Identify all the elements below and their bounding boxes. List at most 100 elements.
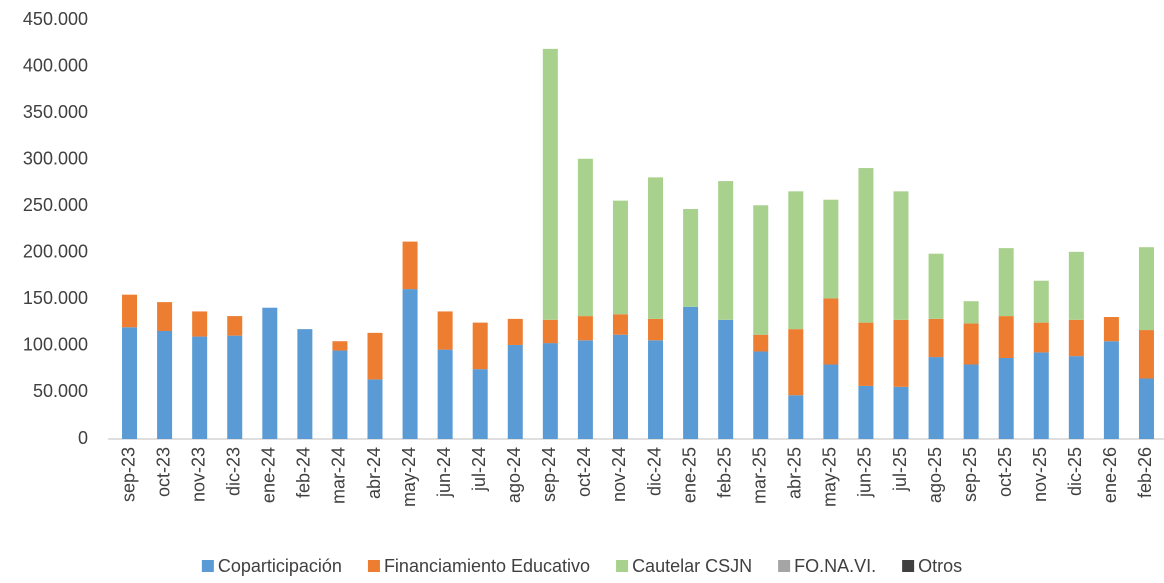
bar-segment [823, 199, 839, 299]
x-tick-label: mar-25 [749, 447, 769, 504]
bar-segment [1068, 319, 1084, 357]
x-tick-label: ago-24 [504, 447, 524, 503]
bar-segment [928, 253, 944, 319]
bar-segment [963, 301, 979, 324]
bar-segment [122, 327, 138, 439]
legend-label: Coparticipación [218, 556, 342, 576]
x-tick-label: nov-23 [188, 447, 208, 502]
legend-label: FO.NA.VI. [794, 556, 876, 576]
bar-segment [507, 344, 523, 439]
bar-segment [823, 364, 839, 439]
x-tick-label: ene-25 [679, 447, 699, 503]
bar-segment [683, 306, 699, 439]
bar-segment [1138, 378, 1154, 439]
x-tick-label: oct-25 [995, 447, 1015, 497]
x-tick-label: may-24 [399, 447, 419, 507]
bar-segment [332, 350, 348, 439]
x-tick-label: mar-24 [329, 447, 349, 504]
bar-segment [718, 181, 734, 320]
bar-segment [297, 329, 313, 439]
x-tick-label: feb-25 [714, 447, 734, 498]
bar-segment [332, 341, 348, 351]
bar-segment [192, 311, 208, 337]
bar-segment [227, 335, 243, 439]
bar-segment [753, 351, 769, 439]
bar-segment [788, 395, 804, 439]
bar-segment [788, 191, 804, 330]
y-tick-label: 450.000 [23, 9, 88, 29]
x-tick-label: jul-25 [890, 447, 910, 492]
x-tick-label: sep-24 [539, 447, 559, 502]
x-tick-label: jun-25 [855, 447, 875, 498]
bar-segment [472, 322, 488, 370]
x-tick-label: nov-25 [1030, 447, 1050, 502]
bar-segment [928, 318, 944, 358]
x-tick-label: oct-24 [574, 447, 594, 497]
bar-segment [367, 379, 383, 439]
bar-segment [402, 289, 418, 439]
bar-segment [998, 248, 1014, 317]
bar-segment [1103, 341, 1119, 439]
legend-swatch [367, 560, 380, 572]
bar-segment [367, 332, 383, 380]
bar-segment [683, 209, 699, 307]
bar-segment [577, 158, 593, 317]
bar-segment [858, 168, 874, 323]
bar-segment [648, 318, 664, 341]
bar-segment [192, 336, 208, 439]
bar-segment [788, 329, 804, 396]
x-tick-label: nov-24 [609, 447, 629, 502]
bar-segment [402, 241, 418, 290]
bar-segment [753, 205, 769, 335]
x-tick-label: jul-24 [469, 447, 489, 492]
legend-swatch [616, 560, 629, 572]
bar-segment [122, 294, 138, 328]
bar-segment [998, 316, 1014, 358]
bar-segment [928, 357, 944, 439]
bar-segment [998, 357, 1014, 439]
bar-segment [577, 340, 593, 439]
bar-segment [507, 318, 523, 345]
bar-segment [963, 323, 979, 365]
bar-segment [858, 385, 874, 439]
bar-segment [612, 334, 628, 439]
bar-segment [157, 302, 173, 331]
bar-segment [1138, 247, 1154, 331]
x-tick-label: dic-23 [223, 447, 243, 496]
legend-label: Financiamiento Educativo [384, 556, 590, 576]
x-tick-label: abr-24 [364, 447, 384, 499]
legend-label: Otros [918, 556, 962, 576]
bar-segment [1033, 352, 1049, 439]
y-tick-label: 350.000 [23, 102, 88, 122]
x-tick-label: feb-24 [294, 447, 314, 498]
x-tick-label: sep-23 [118, 447, 138, 502]
bar-segment [437, 311, 453, 350]
bar-segment [542, 319, 558, 344]
bar-segment [1103, 317, 1119, 342]
bar-segment [612, 200, 628, 315]
y-tick-label: 100.000 [23, 335, 88, 355]
bar-segment [823, 298, 839, 365]
x-tick-label: ago-25 [925, 447, 945, 503]
bar-segment [577, 316, 593, 341]
x-tick-label: oct-23 [153, 447, 173, 497]
x-tick-label: may-25 [820, 447, 840, 507]
x-tick-label: abr-25 [785, 447, 805, 499]
y-tick-label: 50.000 [33, 381, 88, 401]
x-tick-label: jun-24 [434, 447, 454, 498]
bar-segment [648, 340, 664, 439]
bar-segment [437, 349, 453, 439]
y-tick-label: 200.000 [23, 242, 88, 262]
legend: Coparticipación Financiamiento Educativo C… [201, 556, 962, 576]
bar-segment [542, 48, 558, 320]
x-tick-label: ene-24 [259, 447, 279, 503]
bar-segment [963, 364, 979, 439]
legend-swatch [778, 560, 791, 572]
bar-segment [1033, 322, 1049, 353]
bar-segment [858, 322, 874, 386]
bar-segment [893, 319, 909, 387]
bar-segment [648, 177, 664, 319]
bar-segment [1033, 280, 1049, 323]
legend-swatch [201, 560, 214, 572]
